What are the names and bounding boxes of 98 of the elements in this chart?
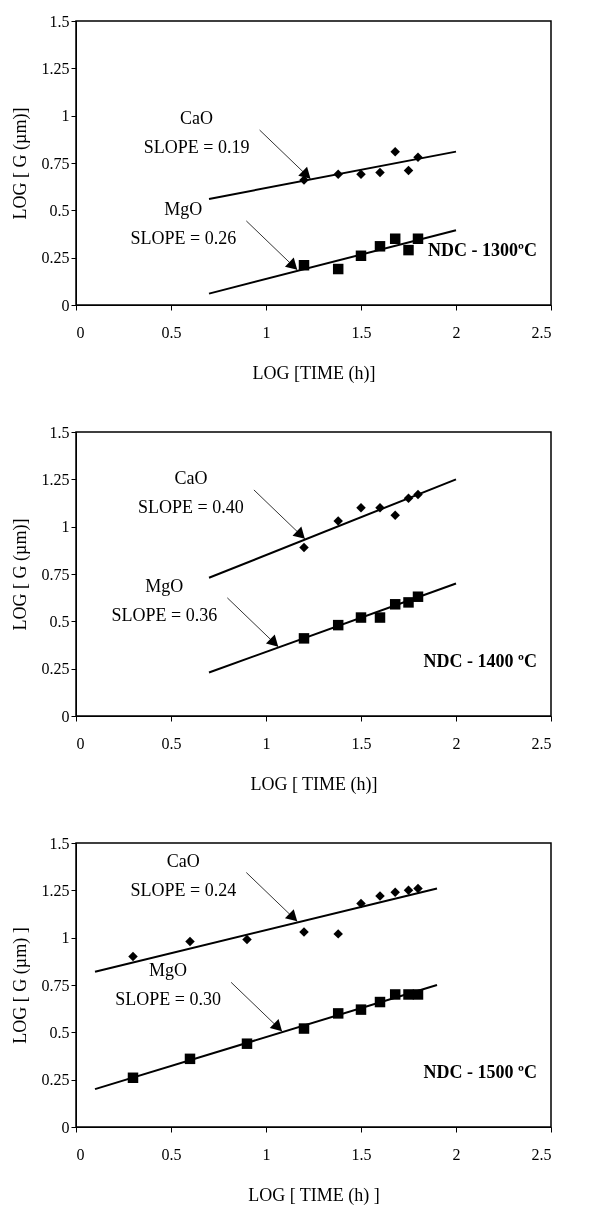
point: [390, 146, 400, 157]
point: [389, 599, 401, 610]
point: [412, 233, 424, 244]
annotation: CaO SLOPE = 0.40: [138, 467, 244, 517]
x-tick-label: 1.5: [351, 323, 372, 341]
point: [403, 597, 414, 608]
point: [403, 165, 414, 176]
x-tick-label: 1: [262, 1145, 271, 1163]
y-tick-label: 0: [61, 296, 70, 314]
annotation: NDC - 1400 ºC: [423, 651, 537, 671]
point: [298, 260, 310, 271]
x-tick-label: 2: [452, 734, 461, 752]
y-tick-label: 1.25: [41, 470, 70, 488]
x-axis-title: LOG [ TIME (h)]: [250, 773, 378, 795]
point: [241, 1038, 253, 1049]
point: [185, 936, 195, 947]
x-tick-label: 0.5: [161, 1145, 182, 1163]
y-tick-label: 0.5: [49, 1023, 70, 1041]
point: [374, 612, 386, 623]
point: [390, 887, 400, 897]
y-tick-label: 0.75: [41, 565, 70, 583]
point: [333, 929, 343, 939]
y-tick-label: 1.25: [41, 59, 70, 77]
annotation: MgO SLOPE = 0.36: [111, 575, 218, 625]
point: [389, 989, 401, 1000]
y-tick-label: 1: [61, 518, 70, 536]
y-tick-label: 0.25: [41, 249, 70, 267]
point: [403, 493, 414, 504]
point: [242, 934, 252, 945]
point: [390, 510, 400, 521]
point: [374, 241, 386, 252]
point: [332, 1008, 344, 1019]
annotation: CaO SLOPE = 0.19: [143, 108, 250, 158]
y-tick-label: 0: [61, 1118, 70, 1136]
point: [412, 989, 424, 1000]
point: [356, 898, 366, 909]
point: [413, 489, 423, 500]
point: [332, 619, 344, 631]
annotation: MgO SLOPE = 0.26: [130, 198, 237, 248]
point: [355, 1004, 367, 1015]
y-axis-title: LOG [ G (µm)]: [9, 107, 31, 220]
point: [413, 152, 423, 163]
annotation: CaO SLOPE = 0.24: [130, 850, 237, 900]
x-tick-label: 1: [262, 323, 271, 341]
y-tick-label: 0.75: [41, 976, 70, 994]
point: [413, 883, 423, 894]
y-tick-label: 0.25: [41, 1071, 70, 1089]
point: [389, 233, 401, 244]
annotation: MgO SLOPE = 0.30: [115, 960, 221, 1010]
point: [403, 244, 414, 256]
x-tick-label: 0: [76, 734, 85, 752]
point: [355, 250, 367, 262]
point: [403, 989, 414, 1000]
y-tick-label: 0.5: [49, 612, 70, 630]
x-tick-label: 2.5: [531, 734, 552, 752]
y-tick-label: 1: [61, 107, 70, 125]
x-tick-label: 0.5: [161, 734, 182, 752]
point: [333, 169, 343, 180]
y-tick-label: 1.25: [41, 881, 70, 899]
y-tick-label: 0.25: [41, 660, 70, 678]
y-tick-label: 1.5: [49, 12, 70, 30]
point: [332, 263, 344, 275]
point: [355, 612, 367, 623]
point: [374, 996, 386, 1008]
point: [184, 1053, 196, 1065]
y-tick-label: 0: [61, 707, 70, 725]
point: [356, 502, 366, 513]
x-tick-label: 1.5: [351, 734, 372, 752]
y-tick-label: 1: [61, 929, 70, 947]
x-tick-label: 0.5: [161, 323, 182, 341]
annotation: NDC - 1300ºC: [428, 240, 537, 260]
y-tick-label: 1.5: [49, 834, 70, 852]
y-tick-label: 1.5: [49, 423, 70, 441]
y-axis-title: LOG [ G (µm) ]: [9, 927, 31, 1044]
point: [403, 885, 414, 896]
point: [375, 167, 385, 178]
point: [356, 169, 366, 180]
point: [298, 1023, 310, 1034]
point: [375, 502, 385, 513]
x-axis-title: LOG [ TIME (h) ]: [248, 1184, 380, 1206]
x-tick-label: 2.5: [531, 323, 552, 341]
x-tick-label: 0: [76, 323, 85, 341]
x-tick-label: 2.5: [531, 1145, 552, 1163]
point: [299, 542, 309, 553]
x-tick-label: 2: [452, 1145, 461, 1163]
y-axis-title: LOG [ G (µm)]: [9, 518, 31, 631]
x-tick-label: 0: [76, 1145, 85, 1163]
annotation: NDC - 1500 ºC: [423, 1062, 537, 1082]
point: [128, 951, 138, 962]
y-tick-label: 0.5: [49, 201, 70, 219]
x-tick-label: 1.5: [351, 1145, 372, 1163]
y-tick-label: 0.75: [41, 154, 70, 172]
point: [127, 1072, 139, 1084]
x-tick-label: 2: [452, 323, 461, 341]
x-axis-title: LOG [TIME (h)]: [252, 362, 376, 384]
x-tick-label: 1: [262, 734, 271, 752]
point: [298, 633, 310, 644]
point: [412, 591, 424, 602]
